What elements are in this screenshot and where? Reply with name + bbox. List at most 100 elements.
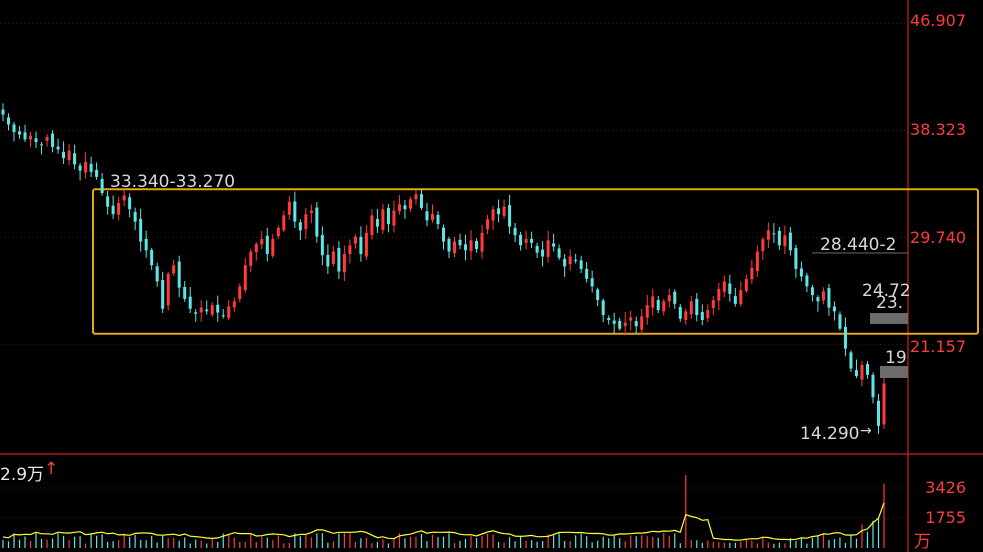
candle-body-5 [29, 135, 33, 140]
candle-body-140 [772, 233, 776, 235]
candle-body-24 [133, 211, 137, 222]
candle-body-132 [728, 283, 732, 294]
volume-unit: 万 [914, 532, 931, 552]
candle-body-112 [618, 320, 622, 329]
candle-body-69 [381, 209, 385, 231]
candle-body-121 [667, 295, 671, 302]
candle-body-23 [128, 197, 132, 210]
price-tick-4: 21.157 [910, 337, 966, 356]
candle-body-143 [788, 232, 792, 251]
candle-body-86 [475, 240, 479, 250]
candle-body-81 [447, 238, 451, 252]
candle-body-109 [601, 300, 605, 316]
candle-body-13 [73, 153, 77, 165]
candle-body-82 [452, 241, 457, 254]
candle-body-117 [645, 305, 649, 318]
candle-body-123 [678, 306, 682, 319]
candle-body-3 [18, 131, 22, 135]
candle-body-128 [706, 310, 710, 319]
candle-body-48 [265, 235, 269, 255]
candle-body-124 [684, 311, 688, 321]
volume-header-arrow: ↑ [44, 459, 59, 479]
candle-body-47 [260, 239, 264, 245]
candle-body-83 [458, 239, 462, 246]
candle-body-36 [199, 307, 203, 313]
candle-body-71 [392, 210, 396, 226]
candle-body-102 [563, 258, 567, 267]
candle-body-97 [535, 245, 539, 253]
candle-body-113 [623, 322, 627, 327]
candle-body-150 [827, 288, 831, 308]
range-high-label: 33.340-33.270 [110, 172, 236, 192]
candle-body-2 [12, 124, 16, 132]
candle-body-54 [298, 222, 302, 231]
right-level-label-2: 24.72 [862, 281, 911, 301]
candle-body-154 [849, 352, 853, 369]
level-tag-2 [880, 366, 908, 378]
candle-body-25 [139, 218, 143, 242]
candle-body-103 [568, 256, 572, 265]
candle-body-20 [111, 205, 115, 215]
candle-body-78 [430, 214, 435, 220]
candle-body-61 [337, 247, 341, 272]
price-tick-1: 46.907 [910, 11, 966, 30]
candle-body-93 [513, 227, 517, 236]
candle-body-9 [51, 133, 55, 147]
candle-body-49 [271, 239, 275, 256]
candle-body-70 [386, 208, 390, 225]
candle-body-137 [755, 251, 759, 272]
candle-body-118 [651, 296, 655, 308]
candle-body-160 [882, 383, 886, 425]
candle-body-42 [232, 301, 236, 308]
candle-body-77 [425, 211, 429, 221]
candle-body-134 [739, 290, 743, 305]
level-tag-1 [870, 313, 908, 324]
candle-body-104 [574, 259, 578, 261]
candle-body-158 [871, 374, 875, 398]
candle-body-92 [508, 205, 512, 227]
candle-body-44 [243, 265, 247, 291]
candle-body-37 [205, 309, 209, 312]
candle-body-114 [629, 317, 633, 321]
candle-body-38 [210, 305, 214, 315]
volume-tick-1: 3426 [925, 478, 966, 497]
candle-body-1 [6, 117, 11, 125]
candle-body-126 [695, 298, 699, 316]
candle-body-15 [84, 161, 88, 173]
candle-body-65 [359, 236, 363, 255]
candle-body-142 [783, 235, 787, 247]
candle-body-34 [188, 296, 192, 309]
candle-body-45 [249, 251, 253, 266]
candle-body-29 [161, 280, 165, 309]
candle-body-148 [816, 297, 820, 302]
candle-body-106 [585, 268, 589, 279]
candle-body-135 [744, 278, 748, 291]
candle-body-116 [640, 316, 644, 330]
candle-body-90 [497, 208, 501, 215]
candle-body-139 [766, 230, 770, 240]
candle-body-72 [397, 204, 401, 212]
candle-body-33 [183, 286, 187, 299]
candle-body-89 [491, 209, 495, 221]
candle-body-19 [106, 196, 110, 207]
candle-body-14 [78, 165, 82, 171]
candle-body-40 [221, 315, 225, 317]
candle-body-22 [122, 195, 126, 201]
candle-body-12 [67, 150, 71, 161]
candle-body-94 [519, 234, 523, 246]
candle-body-84 [464, 244, 468, 251]
candle-body-108 [596, 289, 600, 301]
candle-body-99 [546, 240, 550, 257]
candle-body-32 [177, 261, 181, 288]
candle-body-59 [326, 254, 330, 267]
candle-body-149 [821, 291, 825, 301]
candle-body-10 [56, 146, 60, 150]
candle-body-51 [282, 215, 286, 231]
candle-body-74 [408, 199, 412, 209]
volume-tick-2: 1755 [925, 508, 966, 527]
candle-body-111 [612, 320, 616, 324]
candle-body-87 [480, 232, 484, 252]
candle-body-63 [348, 245, 352, 254]
candle-body-122 [673, 291, 677, 304]
